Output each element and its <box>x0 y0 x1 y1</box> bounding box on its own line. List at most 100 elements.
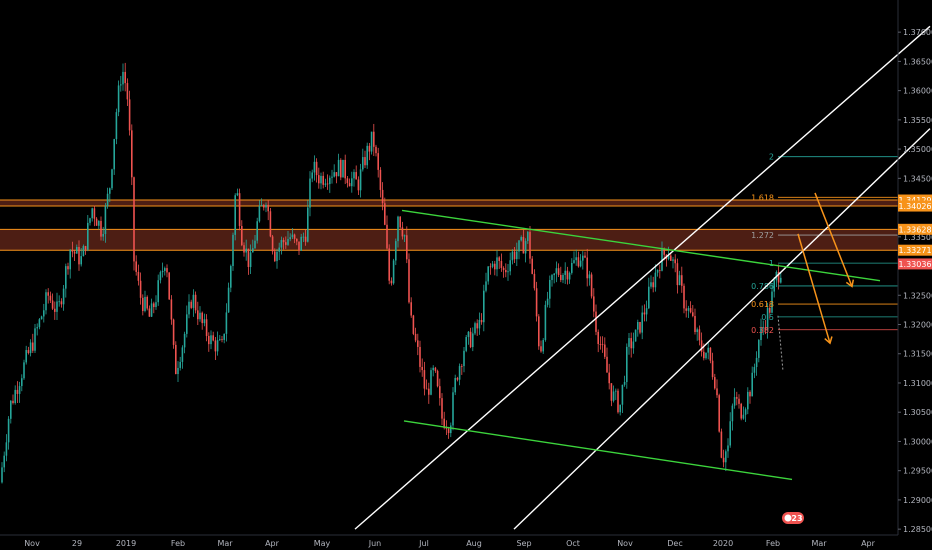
candle-body <box>173 320 175 345</box>
candle-body <box>166 268 168 272</box>
candle-body <box>523 237 525 253</box>
candle-body <box>58 301 60 302</box>
price-tag-label-4: 1.33036 <box>898 260 931 269</box>
candle-body <box>83 246 85 256</box>
candle-body <box>710 348 712 361</box>
candle-body <box>527 232 529 241</box>
candle-body <box>102 234 104 237</box>
candle-body <box>338 160 340 176</box>
candle-body <box>626 347 628 382</box>
candle-body <box>303 237 305 238</box>
candle-body <box>206 319 208 336</box>
candle-body <box>716 388 718 395</box>
time-axis-label: Oct <box>566 539 580 548</box>
candle-body <box>76 247 78 254</box>
projection-dashed-line <box>778 316 783 372</box>
candle-body <box>388 248 390 280</box>
candle-body <box>28 350 30 353</box>
candle-body <box>63 289 65 305</box>
candle-body <box>164 268 166 271</box>
candle-body <box>278 248 280 252</box>
candle-body <box>404 235 406 236</box>
candle-body <box>6 442 8 455</box>
candle-body <box>725 451 727 462</box>
candle-body <box>584 256 586 258</box>
candle-body <box>474 323 476 333</box>
candle-body <box>358 179 360 190</box>
candle-body <box>430 370 432 395</box>
candle-body <box>738 399 740 404</box>
candle-body <box>382 190 384 203</box>
price-axis-tick-label: 1.28500 <box>903 525 932 534</box>
price-axis-tick-label: 1.32000 <box>903 321 932 330</box>
candle-body <box>226 312 228 333</box>
candle-body <box>67 266 69 269</box>
candle-body <box>472 333 474 347</box>
candle-body <box>17 390 19 394</box>
candle-body <box>648 287 650 309</box>
candle-body <box>496 257 498 269</box>
candle-body <box>151 303 153 316</box>
candle-body <box>347 178 349 183</box>
candle-body <box>580 261 582 267</box>
candle-body <box>153 303 155 307</box>
candle-body <box>80 256 82 264</box>
candle-body <box>465 337 467 351</box>
candle-body <box>714 377 716 388</box>
candle-body <box>127 83 129 99</box>
badge-count: 23 <box>791 514 802 523</box>
candle-body <box>311 172 313 178</box>
candle-body <box>292 235 294 238</box>
candle-body <box>364 157 366 165</box>
candle-body <box>490 266 492 267</box>
candle-body <box>549 280 551 299</box>
candle-body <box>349 183 351 186</box>
candle-body <box>21 378 23 386</box>
candle-body <box>241 226 243 245</box>
candle-body <box>593 296 595 311</box>
candle-body <box>417 340 419 347</box>
candle-body <box>270 211 272 236</box>
candle-body <box>212 335 214 340</box>
candle-body <box>265 205 267 208</box>
candle-body <box>248 249 250 267</box>
candle-body <box>457 378 459 380</box>
candle-body <box>188 302 190 315</box>
time-axis-label: Dec <box>667 539 682 548</box>
candle-body <box>641 313 643 333</box>
time-axis-label: Jul <box>418 539 429 548</box>
candle-body <box>685 308 687 310</box>
candle-body <box>659 270 661 271</box>
candle-body <box>516 251 518 259</box>
candle-body <box>525 241 527 254</box>
time-axis[interactable]: Nov 29 2019 Feb Mar Apr May Jun Jul Aug Sep Oct Nov D… <box>0 535 898 548</box>
candle-body <box>688 308 690 311</box>
candle-body <box>551 275 553 280</box>
candle-body <box>283 240 285 242</box>
candle-body <box>43 310 45 316</box>
candle-body <box>305 237 307 242</box>
badge-layer[interactable]: 23 <box>782 512 804 524</box>
candle-body <box>377 153 379 170</box>
candle-body <box>369 146 371 152</box>
candle-body <box>520 237 522 240</box>
candle-body <box>619 405 621 413</box>
candle-body <box>562 275 564 280</box>
candle-body <box>100 221 102 237</box>
candle-body <box>263 205 265 207</box>
candle-body <box>597 332 599 344</box>
candle-body <box>316 162 318 175</box>
fib-level-label-2: 1.272 <box>751 231 774 240</box>
candle-body <box>1 467 3 482</box>
candle-body <box>254 241 256 249</box>
candle-body <box>366 146 368 165</box>
candle-body <box>3 456 5 468</box>
candle-body <box>751 373 753 397</box>
candle-body <box>681 275 683 286</box>
candle-body <box>545 305 547 340</box>
candle-body <box>571 263 573 273</box>
candle-body <box>406 235 408 259</box>
price-axis-tick-label: 1.35500 <box>903 116 932 125</box>
